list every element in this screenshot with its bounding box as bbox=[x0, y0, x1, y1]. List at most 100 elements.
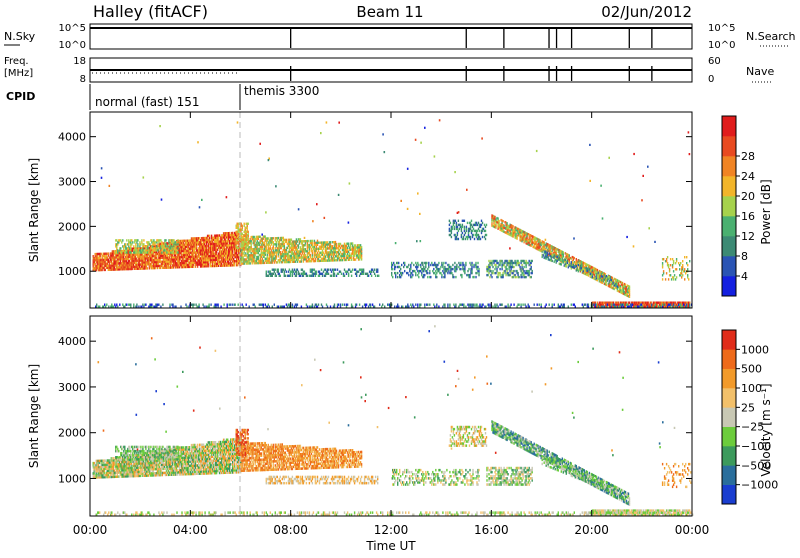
echo-cell-2869 bbox=[142, 251, 143, 253]
echo-cell-3299 bbox=[375, 275, 376, 277]
echo-cell-1856 bbox=[251, 244, 252, 246]
echo-cell-2991 bbox=[177, 251, 178, 253]
echo-cell-3317 bbox=[394, 268, 395, 270]
echo-cell-3510 bbox=[460, 268, 461, 270]
echo-cell-2889 bbox=[148, 251, 149, 253]
echo-cell-3208 bbox=[319, 271, 320, 273]
echo-cell-3307 bbox=[391, 272, 392, 274]
echo-cell-3533 bbox=[468, 268, 469, 270]
echo-cell-4680 bbox=[576, 265, 577, 267]
echo-cell-4327 bbox=[574, 257, 575, 259]
echo-cell-3940 bbox=[494, 216, 495, 218]
echo-cell-4493 bbox=[606, 284, 607, 286]
echo-cell-3178 bbox=[304, 271, 305, 273]
echo-cell-2689 bbox=[348, 243, 349, 245]
echo-cell-3594 bbox=[492, 270, 493, 272]
echo-cell-3402 bbox=[424, 274, 425, 276]
echo-cell-4650 bbox=[561, 263, 562, 265]
echo-cell-2114 bbox=[277, 261, 278, 263]
echo-cell-3298 bbox=[374, 269, 375, 271]
echo-cell-3600 bbox=[494, 268, 495, 270]
echo-cell-3856 bbox=[470, 236, 471, 238]
echo-cell-3252 bbox=[346, 273, 347, 275]
echo-cell-4182 bbox=[544, 241, 545, 243]
echo-cell-2923 bbox=[158, 247, 159, 249]
echo-cell-3121 bbox=[276, 275, 277, 277]
echo-cell-3322 bbox=[395, 272, 396, 274]
echo-cell-3305 bbox=[378, 275, 379, 277]
echo-cell-4683 bbox=[578, 264, 579, 266]
nsky-drop-lines bbox=[291, 27, 652, 48]
echo-cell-1995 bbox=[264, 242, 265, 244]
echo-cell-3493 bbox=[453, 276, 454, 278]
echo-cell-3712 bbox=[518, 262, 519, 264]
echo-cell-2774 bbox=[361, 246, 362, 248]
echo-cell-2972 bbox=[172, 251, 173, 253]
echo-cell-1883 bbox=[254, 256, 255, 258]
echo-cell-3993 bbox=[506, 222, 507, 224]
echo-cell-3401 bbox=[423, 266, 424, 268]
echo-cell-3811 bbox=[458, 238, 459, 240]
echo-cell-3696 bbox=[515, 276, 516, 278]
freq-unit: [MHz] bbox=[4, 68, 33, 79]
echo-cell-2949 bbox=[165, 239, 166, 241]
echo-cell-2800 bbox=[122, 239, 123, 241]
echo-cell-2351 bbox=[303, 260, 304, 262]
echo-cell-3351 bbox=[408, 274, 409, 276]
echo-cell-3108 bbox=[270, 271, 271, 273]
echo-cell-3165 bbox=[298, 271, 299, 273]
echo-cell-2412 bbox=[311, 260, 312, 262]
echo-cell-4647 bbox=[559, 256, 560, 258]
echo-cell-3242 bbox=[337, 269, 338, 271]
echo-cell-3914 bbox=[485, 238, 486, 240]
echo-cell-3825 bbox=[462, 232, 463, 234]
freq-top-tick: 18 bbox=[73, 56, 86, 67]
echo-cell-2948 bbox=[165, 243, 166, 245]
echo-cell-2812 bbox=[126, 251, 127, 253]
cpid-mode-themis: themis 3300 bbox=[244, 84, 319, 98]
echo-cell-3243 bbox=[338, 273, 339, 275]
nave-top-tick: 60 bbox=[708, 56, 721, 67]
echo-cell-4737 bbox=[611, 279, 612, 281]
echo-cell-3471 bbox=[445, 262, 446, 264]
beam-title: Beam 11 bbox=[356, 3, 423, 21]
echo-cell-2786 bbox=[117, 249, 118, 251]
echo-cell-3909 bbox=[482, 222, 483, 224]
echo-cell-3380 bbox=[418, 276, 419, 278]
echo-cell-3916 bbox=[485, 230, 486, 232]
echo-cell-3497 bbox=[454, 262, 455, 264]
freq-bottom-tick: 8 bbox=[80, 74, 86, 85]
echo-cell-4616 bbox=[545, 251, 546, 253]
echo-cell-3781 bbox=[451, 236, 452, 238]
echo-cell-3979 bbox=[503, 225, 504, 227]
echo-cell-3412 bbox=[427, 276, 428, 278]
echo-cell-4448 bbox=[597, 269, 598, 271]
echo-cell-122 bbox=[108, 252, 109, 254]
echo-cell-3735 bbox=[523, 266, 524, 268]
echo-cell-2875 bbox=[143, 239, 144, 241]
echo-cell-3281 bbox=[363, 273, 364, 275]
echo-cell-2106 bbox=[276, 255, 277, 257]
echo-cell-3864 bbox=[471, 220, 472, 222]
echo-cell-4660 bbox=[566, 265, 567, 267]
echo-cell-3147 bbox=[290, 273, 291, 275]
echo-cell-2795 bbox=[120, 247, 121, 249]
echo-cell-4746 bbox=[617, 285, 618, 287]
echo-cell-4307 bbox=[569, 254, 570, 256]
echo-cell-4621 bbox=[547, 252, 548, 254]
echo-cell-2422 bbox=[312, 252, 313, 254]
echo-cell-3690 bbox=[513, 266, 514, 268]
echo-cell-4586 bbox=[625, 284, 626, 286]
echo-cell-3140 bbox=[286, 271, 287, 273]
echo-cell-4623 bbox=[548, 256, 549, 258]
echo-cell-3246 bbox=[341, 273, 342, 275]
echo-cell-3782 bbox=[451, 232, 452, 234]
echo-cell-2426 bbox=[312, 242, 313, 244]
echo-cell-3352 bbox=[408, 264, 409, 266]
echo-cell-3340 bbox=[401, 264, 402, 266]
echo-cell-3437 bbox=[436, 276, 437, 278]
echo-cell-3836 bbox=[464, 220, 465, 222]
echo-cell-2728 bbox=[355, 258, 356, 260]
echo-cell-3896 bbox=[479, 230, 480, 232]
echo-cell-3059 bbox=[243, 239, 244, 241]
